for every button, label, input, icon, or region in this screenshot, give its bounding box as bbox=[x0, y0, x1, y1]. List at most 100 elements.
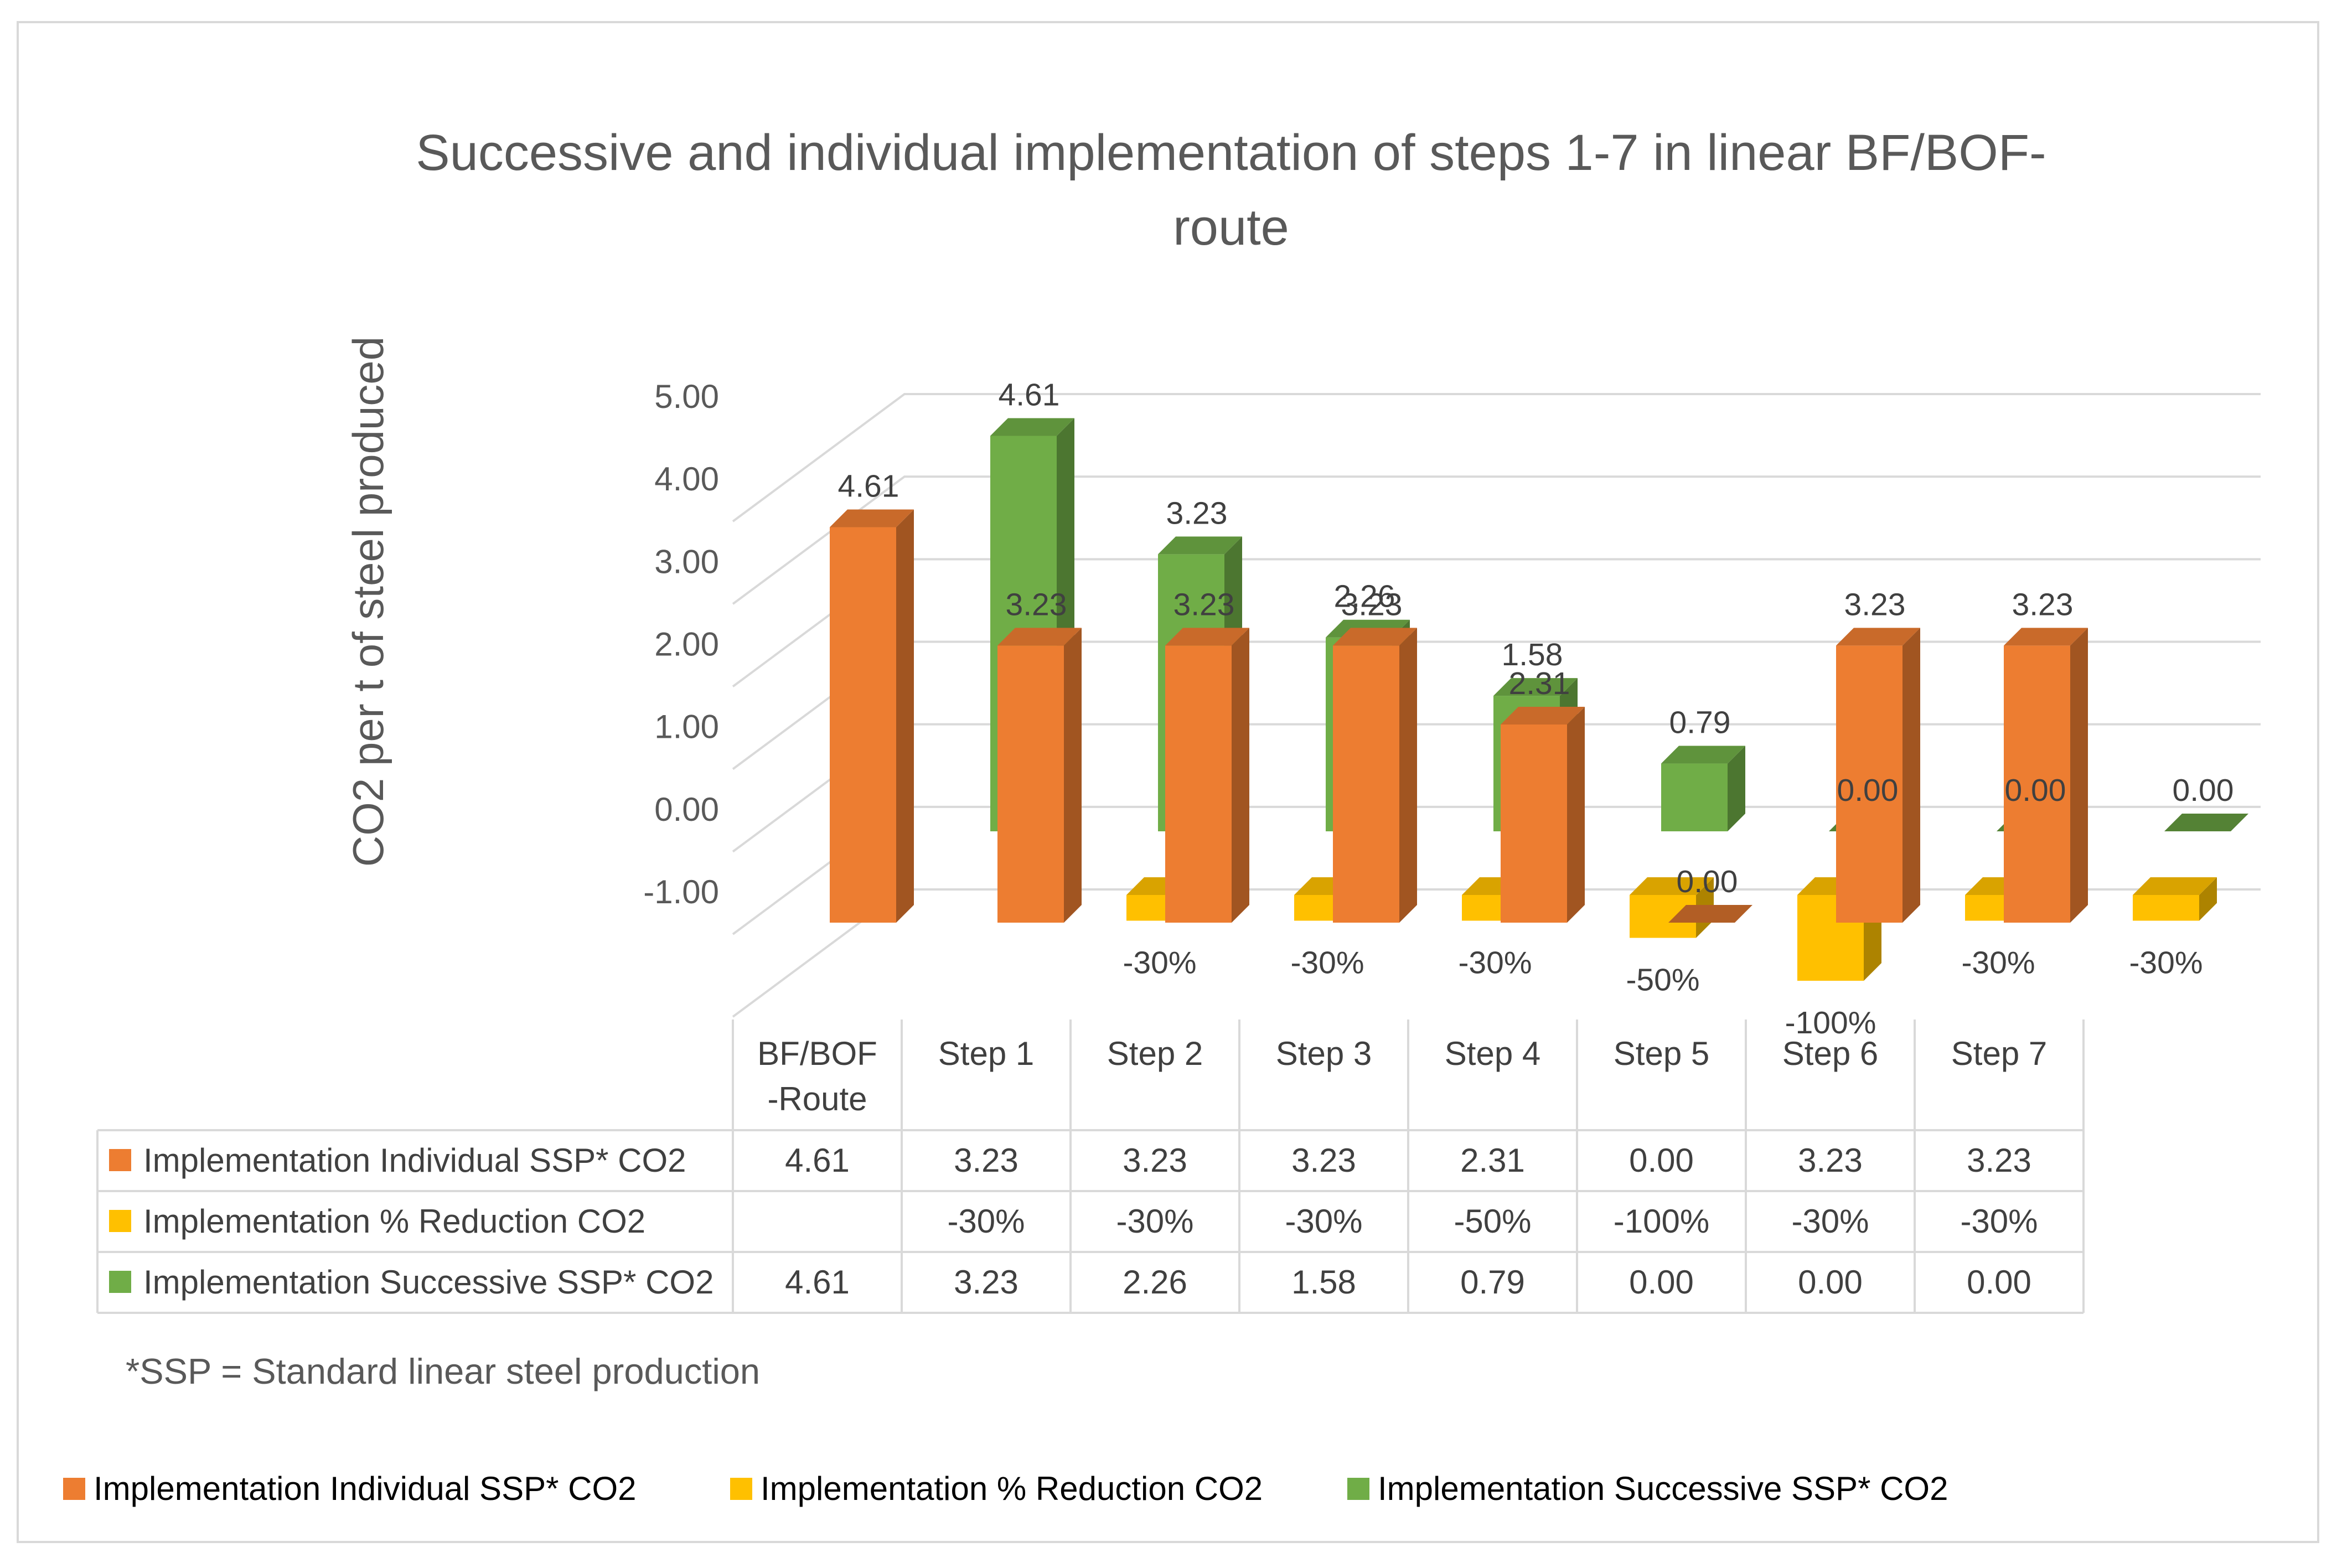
bar-individual-4-top bbox=[1501, 706, 1585, 725]
data-label-reduction-5: -100% bbox=[1785, 1005, 1876, 1041]
data-label-successive-6: 0.00 bbox=[2005, 773, 2066, 808]
table-cell: -30% bbox=[1960, 1203, 2038, 1240]
bar-individual-6 bbox=[1836, 628, 1920, 923]
data-label-reduction-7: -30% bbox=[2129, 945, 2203, 981]
footnote: *SSP = Standard linear steel production bbox=[126, 1351, 760, 1391]
chart-title-line-2: route bbox=[1173, 199, 1289, 256]
data-label-successive-5: 0.00 bbox=[1837, 773, 1899, 808]
chart-frame: Successive and individual implementation… bbox=[17, 21, 2319, 1543]
bar-individual-2-side bbox=[1232, 628, 1249, 923]
bar-individual-3-top bbox=[1333, 628, 1417, 646]
y-tick-label: 3.00 bbox=[654, 543, 719, 580]
bar-individual-7-front bbox=[2004, 645, 2070, 923]
bar-individual-4 bbox=[1501, 706, 1585, 923]
bar-reduction-7-top bbox=[2133, 877, 2217, 895]
x-tick-label: Step 6 bbox=[1782, 1035, 1878, 1072]
table-cell: 0.00 bbox=[1967, 1264, 2031, 1301]
table-row-header: Implementation % Reduction CO2 bbox=[143, 1203, 645, 1240]
bar-successive-4 bbox=[1661, 746, 1745, 831]
bar-individual-1-top bbox=[997, 628, 1082, 646]
bar-individual-6-top bbox=[1836, 628, 1920, 646]
bar-successive-4-front bbox=[1661, 763, 1728, 831]
x-tick-label: -Route bbox=[767, 1080, 867, 1117]
table-cell: 3.23 bbox=[954, 1142, 1019, 1179]
bar-successive-1-top bbox=[1158, 536, 1242, 555]
legend-entry: Implementation Individual SSP* CO2 bbox=[94, 1470, 637, 1507]
bar-individual-3-front bbox=[1333, 645, 1399, 923]
bar-individual-3 bbox=[1333, 628, 1417, 923]
bar-individual-5-top bbox=[1668, 905, 1752, 923]
table-legend-key bbox=[109, 1149, 131, 1171]
table-cell: -100% bbox=[1614, 1203, 1709, 1240]
data-label-reduction-3: -30% bbox=[1458, 945, 1532, 981]
bar-individual-4-front bbox=[1501, 724, 1567, 923]
table-cell: -30% bbox=[1116, 1203, 1193, 1240]
bar-successive-3-top bbox=[1493, 678, 1578, 696]
data-label-individual-0: 4.61 bbox=[838, 468, 899, 504]
data-label-individual-2: 3.23 bbox=[1173, 587, 1235, 622]
table-cell: 4.61 bbox=[785, 1264, 850, 1301]
legend-key bbox=[63, 1478, 85, 1500]
bar-individual-6-side bbox=[1902, 628, 1920, 923]
data-label-individual-1: 3.23 bbox=[1006, 587, 1067, 622]
data-label-reduction-1: -30% bbox=[1123, 945, 1196, 981]
table-cell: 1.58 bbox=[1291, 1264, 1356, 1301]
y-tick-label: 5.00 bbox=[654, 378, 719, 415]
table-cell: -30% bbox=[1791, 1203, 1869, 1240]
bar-individual-7-side bbox=[2070, 628, 2088, 923]
data-label-successive-3: 1.58 bbox=[1502, 637, 1563, 672]
x-tick-label: Step 2 bbox=[1107, 1035, 1203, 1072]
bar-individual-0-top bbox=[830, 509, 914, 527]
table-cell: 0.00 bbox=[1629, 1142, 1694, 1179]
data-label-successive-2: 2.26 bbox=[1334, 579, 1395, 614]
data-label-reduction-2: -30% bbox=[1290, 945, 1364, 981]
table-cell: 3.23 bbox=[954, 1264, 1019, 1301]
legend-entry: Implementation % Reduction CO2 bbox=[761, 1470, 1263, 1507]
table-cell: 4.61 bbox=[785, 1142, 850, 1179]
data-label-reduction-6: -30% bbox=[1961, 945, 2035, 981]
data-label-successive-1: 3.23 bbox=[1166, 495, 1228, 531]
y-axis-title: CO2 per t of steel produced bbox=[344, 337, 392, 867]
legend-entry: Implementation Successive SSP* CO2 bbox=[1378, 1470, 1948, 1507]
data-label-successive-4: 0.79 bbox=[1669, 705, 1731, 741]
data-label-reduction-4: -50% bbox=[1626, 962, 1699, 998]
data-label-successive-0: 4.61 bbox=[999, 377, 1060, 412]
table-cell: 3.23 bbox=[1291, 1142, 1356, 1179]
bar-individual-1-front bbox=[997, 645, 1064, 923]
chart-title-line-1: Successive and individual implementation… bbox=[416, 125, 2046, 181]
x-tick-label: Step 5 bbox=[1614, 1035, 1709, 1072]
table-cell: -30% bbox=[947, 1203, 1025, 1240]
table-cell: 0.00 bbox=[1798, 1264, 1863, 1301]
bar-successive-4-side bbox=[1728, 746, 1745, 831]
bar-individual-0-front bbox=[830, 527, 896, 923]
y-tick-label: 4.00 bbox=[654, 460, 719, 498]
data-label-individual-7: 3.23 bbox=[2012, 587, 2074, 622]
table-cell: 3.23 bbox=[1798, 1142, 1863, 1179]
bar-individual-1 bbox=[997, 628, 1082, 923]
y-tick-label: 1.00 bbox=[654, 708, 719, 746]
bar-successive-0-top bbox=[990, 418, 1074, 436]
table-row-header: Implementation Individual SSP* CO2 bbox=[143, 1142, 686, 1179]
data-label-successive-7: 0.00 bbox=[2173, 773, 2234, 808]
x-tick-label: Step 1 bbox=[938, 1035, 1034, 1072]
table-cell: 3.23 bbox=[1123, 1142, 1187, 1179]
chart-canvas: Successive and individual implementation… bbox=[63, 125, 2261, 1507]
data-label-individual-6: 3.23 bbox=[1844, 587, 1906, 622]
y-tick-label: -1.00 bbox=[643, 873, 719, 910]
x-tick-label: Step 7 bbox=[1951, 1035, 2047, 1072]
bar-individual-7-top bbox=[2004, 628, 2088, 646]
bar-individual-0 bbox=[830, 509, 914, 923]
table-row-header: Implementation Successive SSP* CO2 bbox=[143, 1264, 714, 1301]
data-label-individual-4: 2.31 bbox=[1509, 666, 1570, 701]
bar-individual-6-front bbox=[1836, 645, 1902, 923]
bar-individual-5 bbox=[1668, 905, 1752, 923]
data-label-individual-5: 0.00 bbox=[1677, 864, 1738, 899]
y-tick-label: 0.00 bbox=[654, 791, 719, 828]
bar-individual-2 bbox=[1165, 628, 1249, 923]
legend-key bbox=[1347, 1478, 1369, 1500]
bar-reduction-7-front bbox=[2133, 895, 2199, 921]
bar-successive-7 bbox=[2164, 814, 2248, 831]
bar-individual-4-side bbox=[1567, 706, 1585, 923]
data-label-individual-3: 3.23 bbox=[1341, 587, 1403, 622]
table-cell: 2.31 bbox=[1460, 1142, 1525, 1179]
